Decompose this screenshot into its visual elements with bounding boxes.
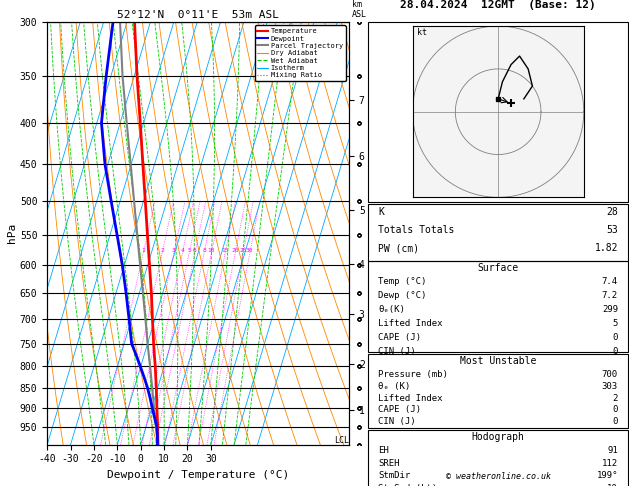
- Text: StmDir: StmDir: [379, 471, 411, 480]
- Text: 91: 91: [607, 446, 618, 455]
- Text: 0: 0: [613, 332, 618, 342]
- Text: 28: 28: [606, 207, 618, 217]
- Text: 1.82: 1.82: [594, 243, 618, 253]
- Text: 25: 25: [240, 248, 247, 253]
- Text: CIN (J): CIN (J): [379, 417, 416, 426]
- Legend: Temperature, Dewpoint, Parcel Trajectory, Dry Adiabat, Wet Adiabat, Isotherm, Mi: Temperature, Dewpoint, Parcel Trajectory…: [255, 25, 345, 81]
- Text: km
ASL: km ASL: [352, 0, 367, 19]
- Bar: [368, 204, 628, 261]
- Text: 0: 0: [613, 405, 618, 415]
- Text: StmSpd (kt): StmSpd (kt): [379, 484, 438, 486]
- Text: θₑ(K): θₑ(K): [379, 305, 405, 314]
- Text: 3: 3: [172, 248, 175, 253]
- Text: Surface: Surface: [477, 263, 519, 273]
- Bar: [368, 354, 628, 428]
- Text: CAPE (J): CAPE (J): [379, 405, 421, 415]
- Text: Dewp (°C): Dewp (°C): [379, 291, 426, 300]
- Text: 700: 700: [602, 370, 618, 379]
- Bar: [368, 22, 628, 202]
- Text: 28.04.2024  12GMT  (Base: 12): 28.04.2024 12GMT (Base: 12): [400, 0, 596, 10]
- Text: SREH: SREH: [379, 459, 400, 468]
- Text: θₑ (K): θₑ (K): [379, 382, 411, 391]
- Text: © weatheronline.co.uk: © weatheronline.co.uk: [446, 472, 550, 481]
- Text: 8: 8: [202, 248, 206, 253]
- Text: 5: 5: [613, 319, 618, 328]
- Text: 7.2: 7.2: [602, 291, 618, 300]
- Text: CIN (J): CIN (J): [379, 347, 416, 356]
- Text: 0: 0: [613, 417, 618, 426]
- Text: Hodograph: Hodograph: [472, 432, 525, 442]
- Text: 10: 10: [208, 248, 215, 253]
- Text: 2: 2: [160, 248, 164, 253]
- Text: kt: kt: [417, 28, 427, 36]
- Text: Lifted Index: Lifted Index: [379, 319, 443, 328]
- Text: 1: 1: [142, 248, 145, 253]
- X-axis label: Dewpoint / Temperature (°C): Dewpoint / Temperature (°C): [107, 470, 289, 480]
- Text: 2: 2: [613, 394, 618, 402]
- Text: 4: 4: [181, 248, 184, 253]
- Title: 52°12'N  0°11'E  53m ASL: 52°12'N 0°11'E 53m ASL: [117, 10, 279, 20]
- Y-axis label: hPa: hPa: [7, 223, 17, 243]
- Text: Most Unstable: Most Unstable: [460, 356, 537, 366]
- Text: 30: 30: [246, 248, 253, 253]
- Text: 5: 5: [187, 248, 191, 253]
- Text: K: K: [379, 207, 384, 217]
- Text: CAPE (J): CAPE (J): [379, 332, 421, 342]
- Text: 6: 6: [193, 248, 197, 253]
- Text: 10: 10: [607, 484, 618, 486]
- Text: EH: EH: [379, 446, 389, 455]
- Text: 53: 53: [606, 225, 618, 235]
- Text: 15: 15: [221, 248, 229, 253]
- Text: PW (cm): PW (cm): [379, 243, 420, 253]
- Text: 303: 303: [602, 382, 618, 391]
- Text: LCL: LCL: [334, 435, 349, 445]
- Text: Lifted Index: Lifted Index: [379, 394, 443, 402]
- Text: 0: 0: [613, 347, 618, 356]
- Text: 299: 299: [602, 305, 618, 314]
- Text: 20: 20: [231, 248, 239, 253]
- Bar: [368, 430, 628, 486]
- Text: Pressure (mb): Pressure (mb): [379, 370, 448, 379]
- Text: 7.4: 7.4: [602, 277, 618, 286]
- Text: 199°: 199°: [596, 471, 618, 480]
- Text: 112: 112: [602, 459, 618, 468]
- Text: Totals Totals: Totals Totals: [379, 225, 455, 235]
- Text: Temp (°C): Temp (°C): [379, 277, 426, 286]
- Bar: [368, 261, 628, 352]
